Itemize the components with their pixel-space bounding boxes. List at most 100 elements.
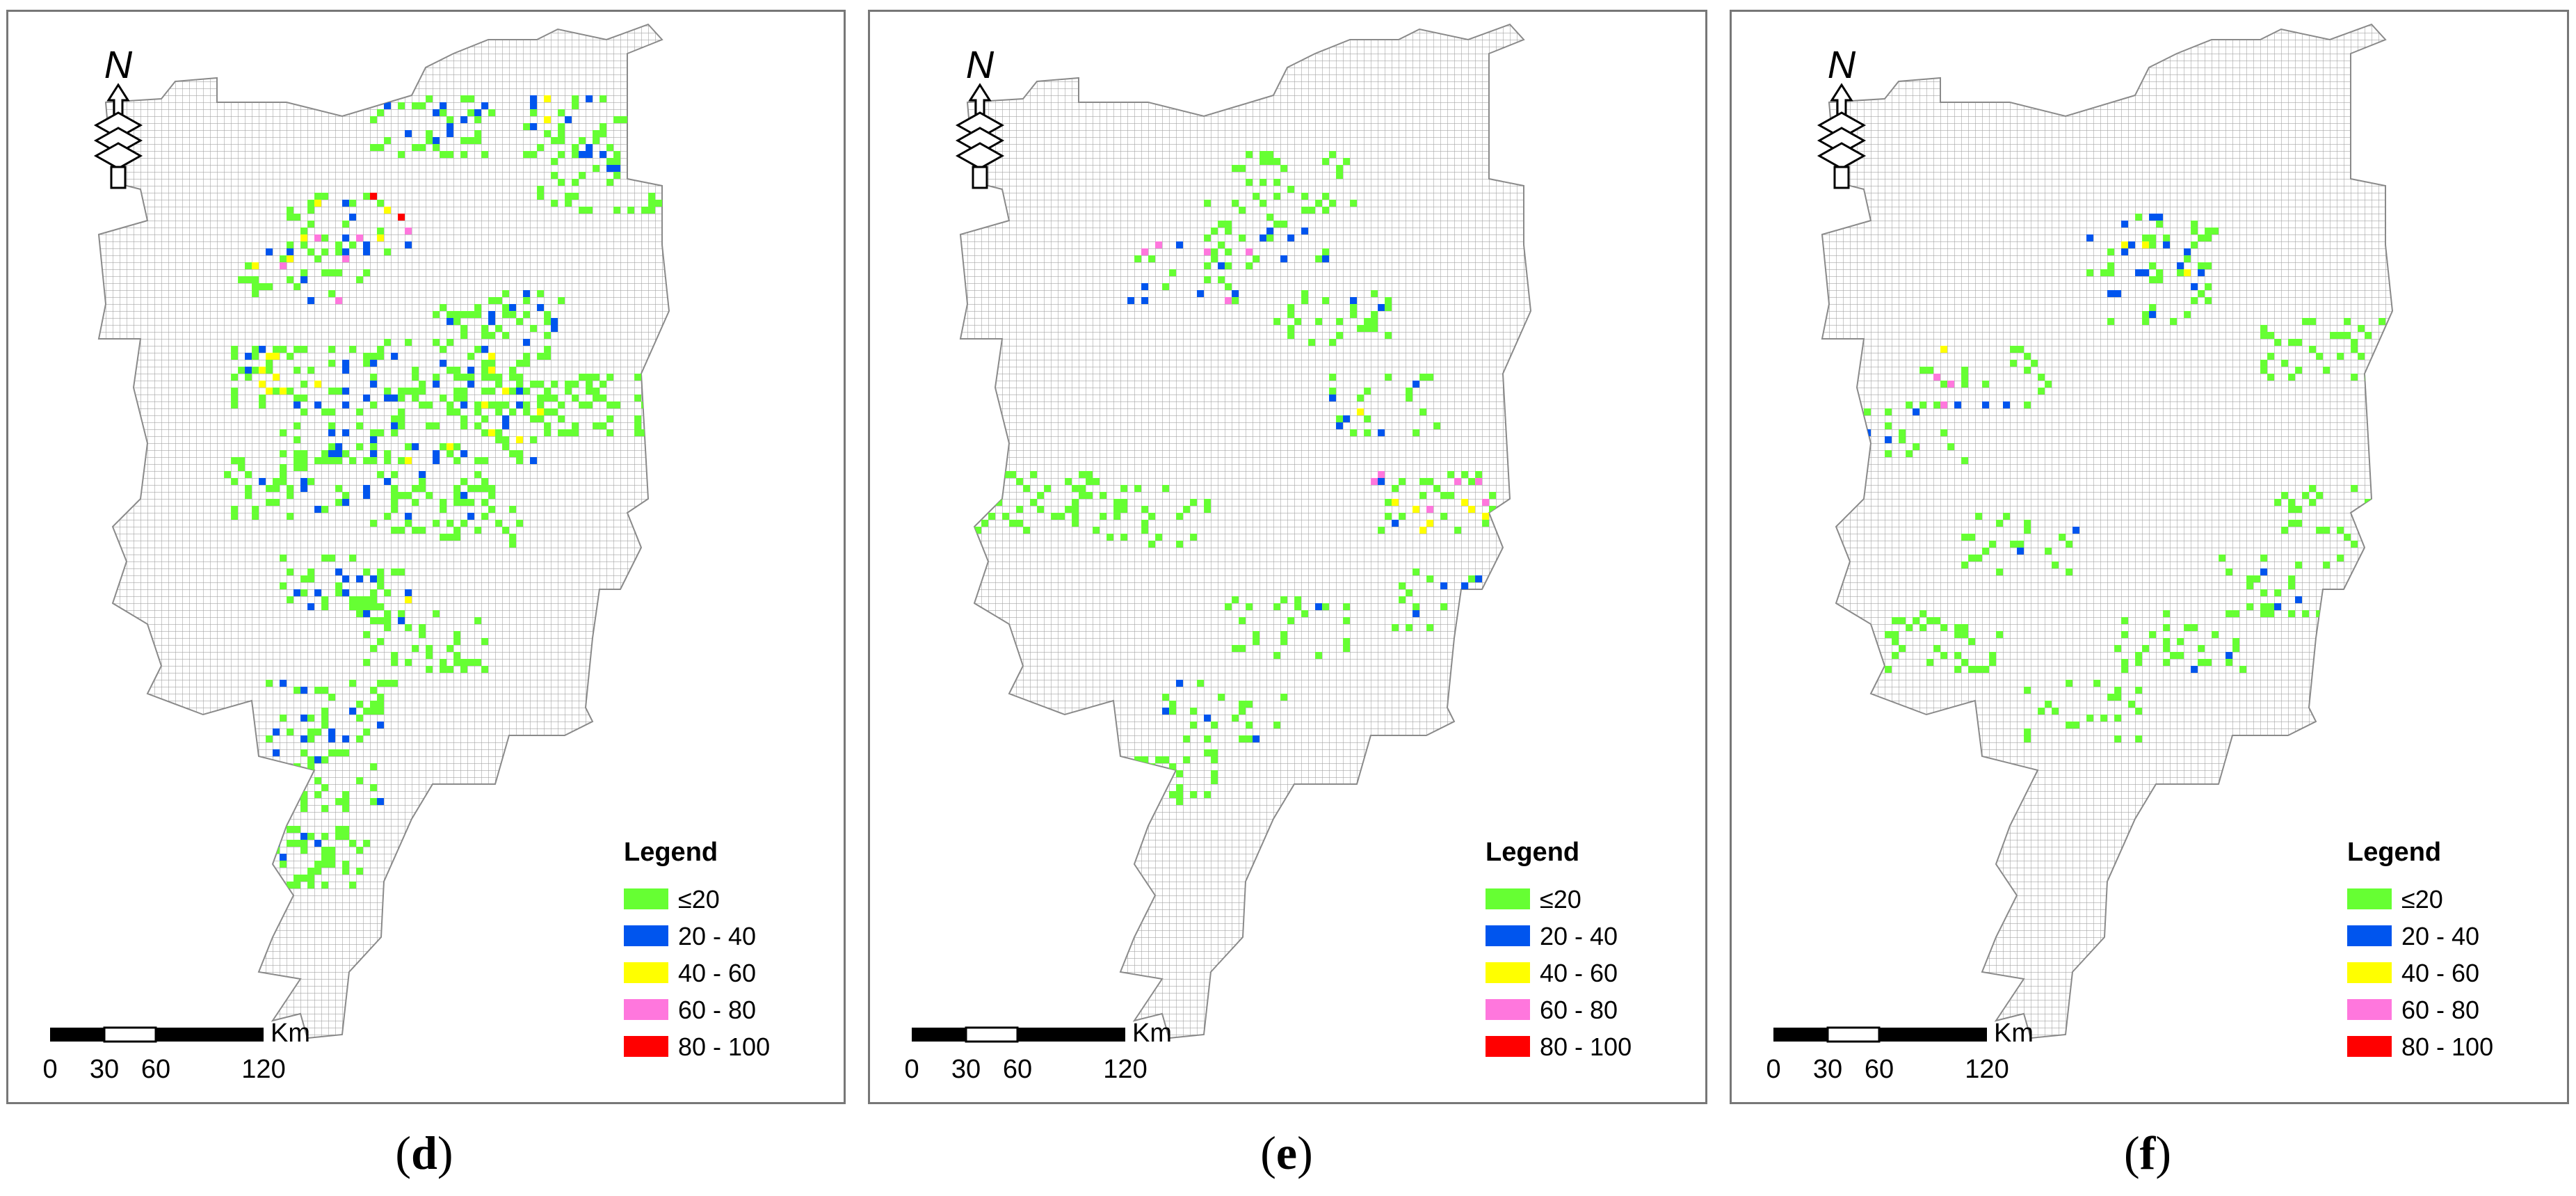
grid-cell	[1913, 617, 1919, 624]
grid-cell	[349, 603, 356, 610]
grid-cell	[377, 568, 384, 575]
grid-cell	[488, 429, 495, 436]
grid-cell	[287, 882, 293, 888]
grid-cell	[314, 728, 321, 735]
grid-cell	[307, 728, 314, 735]
legend-label: 60 - 80	[2401, 996, 2479, 1024]
grid-cell	[2177, 652, 2184, 659]
grid-cell	[627, 207, 634, 214]
grid-cell	[586, 151, 593, 158]
grid-cell	[1273, 193, 1280, 200]
grid-cell	[2100, 715, 2107, 721]
grid-cell	[321, 555, 328, 561]
grid-cell	[2072, 721, 2079, 728]
grid-cell	[995, 499, 1002, 506]
grid-cell	[356, 610, 363, 617]
grid-cell	[1009, 520, 1016, 527]
grid-cell	[300, 805, 307, 812]
grid-cell	[335, 798, 342, 805]
grid-cell	[641, 207, 648, 214]
legend-swatch	[2347, 999, 2392, 1020]
grid-cell	[1329, 151, 1336, 158]
grid-cell	[495, 401, 502, 408]
grid-cell	[363, 353, 370, 360]
grid-cell	[238, 840, 245, 847]
legend-swatch	[1486, 962, 1530, 983]
grid-cell	[1371, 478, 1378, 485]
grid-cell	[474, 617, 481, 624]
grid-cell	[1086, 492, 1093, 499]
grid-cell	[1294, 318, 1301, 325]
grid-cell	[252, 290, 259, 297]
grid-cell	[481, 666, 488, 673]
grid-cell	[481, 499, 488, 506]
grid-cell	[593, 374, 599, 381]
grid-cell	[1343, 603, 1350, 610]
grid-cell	[231, 353, 238, 360]
grid-cell	[2288, 339, 2295, 346]
grid-cell	[579, 137, 586, 144]
grid-cell	[1510, 582, 1517, 589]
grid-cell	[446, 311, 453, 318]
grid-cell	[1482, 520, 1489, 527]
grid-cell	[300, 464, 307, 471]
grid-cell	[384, 617, 391, 624]
grid-cell	[537, 353, 544, 360]
grid-cell	[405, 513, 412, 520]
grid-cell	[2246, 575, 2253, 582]
grid-cell	[1468, 617, 1475, 624]
grid-cell	[1399, 513, 1406, 520]
grid-cell	[252, 276, 259, 283]
grid-cell	[460, 520, 467, 527]
grid-cell	[613, 172, 620, 179]
grid-cell	[509, 367, 516, 374]
grid-cell	[342, 833, 349, 840]
grid-cell	[1461, 617, 1468, 624]
grid-cell	[1406, 589, 1412, 596]
grid-cell	[572, 193, 579, 200]
grid-cell	[356, 276, 363, 283]
legend-swatch	[1486, 925, 1530, 946]
grid-cell	[1954, 652, 1961, 659]
grid-cell	[474, 527, 481, 534]
grid-cell	[280, 555, 287, 561]
grid-cell	[1461, 582, 1468, 589]
grid-cell	[405, 457, 412, 464]
grid-cell	[495, 325, 502, 332]
grid-cell	[474, 311, 481, 318]
grid-cell	[530, 381, 537, 388]
grid-cell	[523, 151, 530, 158]
grid-cell	[287, 826, 293, 833]
grid-cell	[2205, 659, 2212, 666]
grid-cell	[1475, 478, 1482, 485]
map-svg-e: N Legend ≤20 20 - 40 40 - 60 60 - 80 80 - 10…	[904, 23, 1632, 1084]
grid-cell	[1482, 499, 1489, 506]
grid-cell	[370, 353, 377, 360]
grid-cell	[1899, 645, 1906, 652]
grid-cell	[2205, 297, 2212, 304]
grid-cell	[1482, 513, 1489, 520]
grid-cell	[300, 687, 307, 694]
grid-cell	[572, 381, 579, 388]
grid-cell	[1141, 297, 1148, 304]
grid-cell	[537, 193, 544, 200]
grid-cell	[1412, 429, 1419, 436]
grid-cell	[2260, 360, 2267, 367]
grid-cell	[1287, 332, 1294, 339]
grid-cell	[2024, 353, 2031, 360]
grid-cell	[370, 520, 377, 527]
grid-cell	[1287, 186, 1294, 193]
grid-cell	[335, 241, 342, 248]
grid-cell	[1475, 471, 1482, 478]
grid-cell	[2003, 513, 2010, 520]
grid-cell	[474, 659, 481, 666]
grid-cell	[453, 638, 460, 645]
grid-cell	[2010, 360, 2017, 367]
grid-cell	[273, 499, 280, 506]
grid-cell	[981, 520, 988, 527]
scale-tick-30: 30	[1813, 1055, 1842, 1084]
grid-cell	[488, 353, 495, 360]
grid-cell	[586, 381, 593, 388]
grid-cell	[1239, 234, 1246, 241]
grid-cell	[300, 575, 307, 582]
